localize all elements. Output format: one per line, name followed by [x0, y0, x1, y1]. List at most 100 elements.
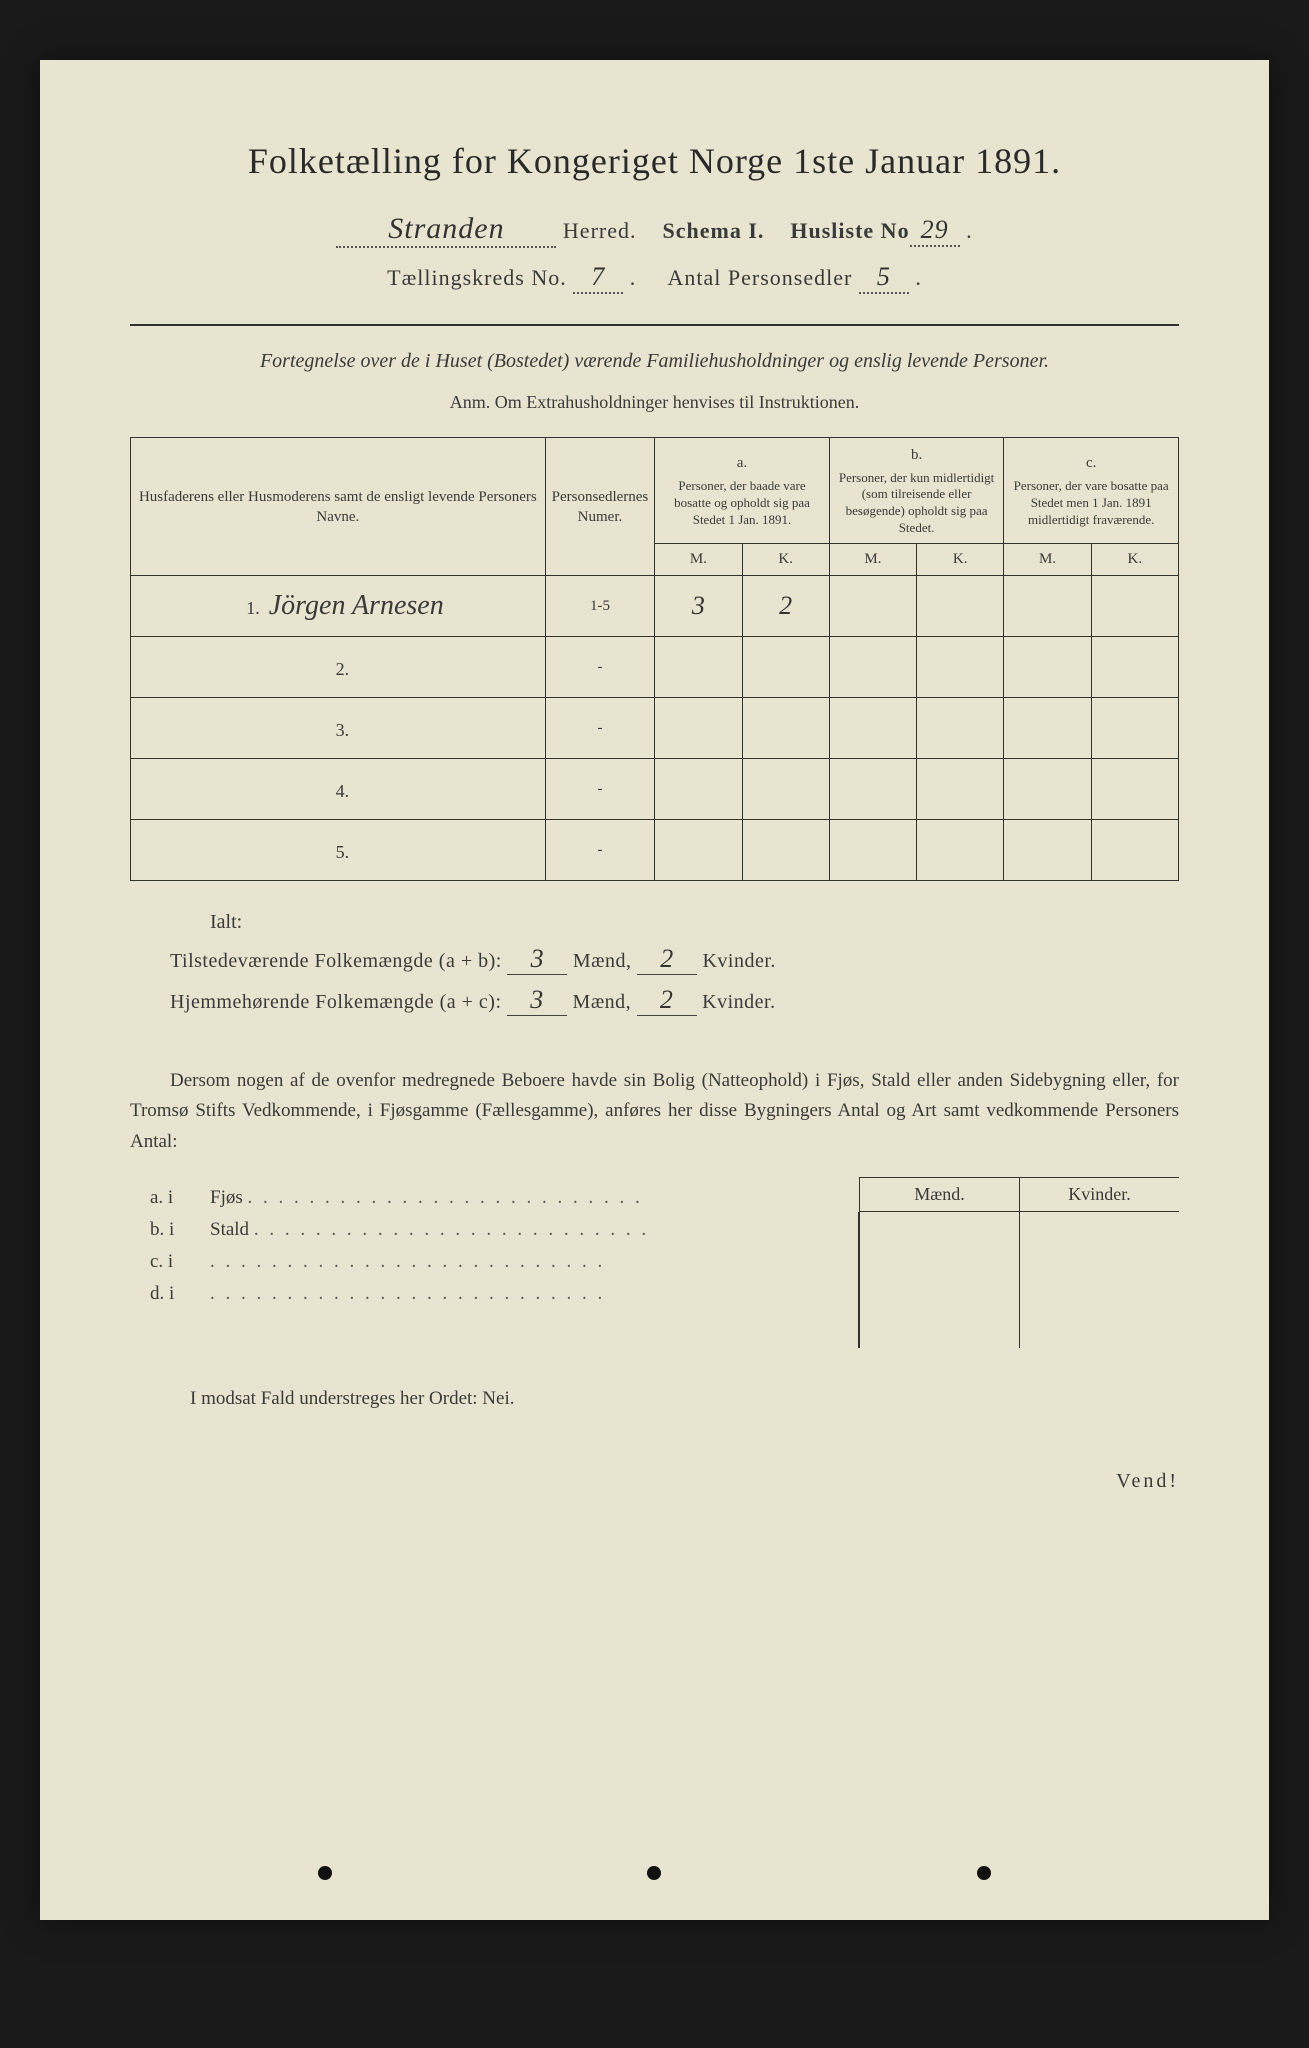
col-c-m: M. — [1004, 543, 1091, 576]
col-num: Personsedlernes Numer. — [545, 438, 655, 576]
cell-am — [655, 637, 742, 698]
table-row: 2. - — [131, 637, 1179, 698]
col-b-k: K. — [917, 543, 1004, 576]
cell-bm — [829, 759, 916, 820]
hole-icon — [318, 1866, 332, 1880]
nei-line: I modsat Fald understreges her Ordet: Ne… — [190, 1388, 1179, 1410]
husliste-label: Husliste No — [790, 218, 909, 243]
punch-holes — [40, 1866, 1269, 1880]
building-text: . . . . . . . . . . . . . . . . . . . . … — [210, 1283, 858, 1305]
col-a-k: K. — [742, 543, 829, 576]
cell-num: - — [545, 759, 655, 820]
cell-name: 5. — [131, 820, 546, 881]
cell-ak: 2 — [742, 576, 829, 637]
cell-name: 3. — [131, 698, 546, 759]
cell-cm — [1004, 698, 1091, 759]
totals-line-1: Tilstedeværende Folkemængde (a + b): 3 M… — [170, 944, 1179, 975]
cell-num: - — [545, 637, 655, 698]
vend-label: Vend! — [130, 1470, 1179, 1493]
cell-bk — [917, 576, 1004, 637]
cell-bk — [917, 820, 1004, 881]
table-row: 3. - — [131, 698, 1179, 759]
divider — [130, 324, 1179, 326]
cell-cm — [1004, 759, 1091, 820]
cell-bm — [829, 698, 916, 759]
cell-ak — [742, 820, 829, 881]
totals-line-2: Hjemmehørende Folkemængde (a + c): 3 Mæn… — [170, 985, 1179, 1016]
schema-label: Schema I. — [663, 218, 765, 243]
cell-ak — [742, 759, 829, 820]
building-row: c. i . . . . . . . . . . . . . . . . . .… — [130, 1251, 858, 1273]
page-title: Folketælling for Kongeriget Norge 1ste J… — [130, 140, 1179, 182]
cell-cm — [1004, 637, 1091, 698]
husliste-value: 29 — [910, 215, 960, 247]
cell-bm — [829, 637, 916, 698]
total2-m: 3 — [507, 985, 567, 1016]
cell-num: - — [545, 698, 655, 759]
table-row: 1. Jörgen Arnesen1-532 — [131, 576, 1179, 637]
building-text: Fjøs . . . . . . . . . . . . . . . . . .… — [210, 1187, 858, 1209]
hole-icon — [977, 1866, 991, 1880]
building-text: . . . . . . . . . . . . . . . . . . . . … — [210, 1251, 858, 1273]
subtitle: Fortegnelse over de i Huset (Bostedet) v… — [130, 346, 1179, 376]
census-form-page: Folketælling for Kongeriget Norge 1ste J… — [40, 60, 1269, 1920]
building-list: a. iFjøs . . . . . . . . . . . . . . . .… — [130, 1187, 858, 1305]
cell-num: - — [545, 820, 655, 881]
building-row: d. i . . . . . . . . . . . . . . . . . .… — [130, 1283, 858, 1305]
herred-value: Stranden — [336, 212, 556, 248]
header-line-1: Stranden Herred. Schema I. Husliste No29… — [130, 212, 1179, 248]
cell-ak — [742, 637, 829, 698]
table-row: 4. - — [131, 759, 1179, 820]
col-name: Husfaderens eller Husmoderens samt de en… — [131, 438, 546, 576]
cell-ck — [1091, 698, 1178, 759]
cell-am — [655, 698, 742, 759]
anm-note: Anm. Om Extrahusholdninger henvises til … — [130, 392, 1179, 413]
herred-label: Herred. — [563, 218, 637, 243]
table-row: 5. - — [131, 820, 1179, 881]
cell-cm — [1004, 820, 1091, 881]
building-label: c. i — [130, 1251, 210, 1273]
cell-bk — [917, 637, 1004, 698]
cell-ck — [1091, 637, 1178, 698]
kreds-label: Tællingskreds No. — [387, 265, 567, 290]
col-group-b: b. Personer, der kun midlertidigt (som t… — [829, 438, 1004, 544]
cell-cm — [1004, 576, 1091, 637]
total1-m: 3 — [507, 944, 567, 975]
cell-bk — [917, 698, 1004, 759]
building-paragraph: Dersom nogen af de ovenfor medregnede Be… — [130, 1066, 1179, 1157]
cell-ck — [1091, 820, 1178, 881]
antal-value: 5 — [859, 262, 909, 294]
mk-maend: Mænd. — [859, 1178, 1019, 1211]
cell-ck — [1091, 759, 1178, 820]
col-a-m: M. — [655, 543, 742, 576]
cell-am: 3 — [655, 576, 742, 637]
col-b-m: M. — [829, 543, 916, 576]
antal-label: Antal Personsedler — [668, 265, 853, 290]
col-c-k: K. — [1091, 543, 1178, 576]
building-label: b. i — [130, 1219, 210, 1241]
cell-ak — [742, 698, 829, 759]
cell-bk — [917, 759, 1004, 820]
cell-ck — [1091, 576, 1178, 637]
mk-grid — [858, 1212, 1179, 1348]
census-table: Husfaderens eller Husmoderens samt de en… — [130, 437, 1179, 881]
cell-name: 4. — [131, 759, 546, 820]
building-row: a. iFjøs . . . . . . . . . . . . . . . .… — [130, 1187, 858, 1209]
header-line-2: Tællingskreds No. 7 . Antal Personsedler… — [130, 262, 1179, 294]
total2-k: 2 — [637, 985, 697, 1016]
ialt-label: Ialt: — [210, 911, 1179, 934]
cell-name: 1. Jörgen Arnesen — [131, 576, 546, 637]
col-group-c: c. Personer, der vare bosatte paa Stedet… — [1004, 438, 1179, 544]
cell-name: 2. — [131, 637, 546, 698]
total1-k: 2 — [637, 944, 697, 975]
hole-icon — [647, 1866, 661, 1880]
kreds-value: 7 — [573, 262, 623, 294]
cell-am — [655, 820, 742, 881]
cell-bm — [829, 820, 916, 881]
mk-header: Mænd. Kvinder. — [859, 1177, 1179, 1212]
mk-kvinder: Kvinder. — [1019, 1178, 1179, 1211]
building-text: Stald . . . . . . . . . . . . . . . . . … — [210, 1219, 858, 1241]
cell-am — [655, 759, 742, 820]
col-group-a: a. Personer, der baade vare bosatte og o… — [655, 438, 830, 544]
cell-num: 1-5 — [545, 576, 655, 637]
